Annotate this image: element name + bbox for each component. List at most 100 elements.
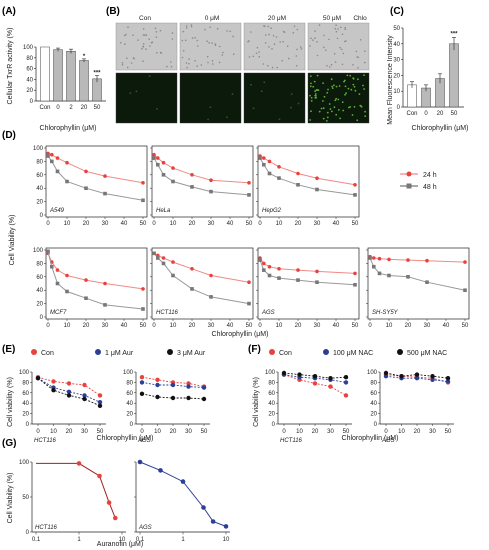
data-point: [170, 382, 176, 388]
data-point-48h: [387, 273, 391, 278]
x-tick-label: 0: [384, 429, 388, 435]
cell-speck: [155, 36, 158, 38]
panel-e-legend: Con 1 μM Aur 3 μM Aur: [31, 349, 206, 357]
panel-label-f: (F): [248, 344, 261, 355]
cell-speck: [190, 25, 193, 28]
x-tick-label: 20: [170, 429, 177, 435]
data-point-24h: [406, 258, 410, 262]
fluorescent-speck: [331, 110, 333, 113]
y-tick-label: 0: [272, 422, 276, 428]
data-point-24h: [152, 152, 156, 157]
subplot-frame: [257, 247, 360, 320]
cell-speck: [345, 40, 347, 42]
fluorescent-speck: [135, 90, 138, 93]
data-point-24h: [267, 265, 272, 269]
cell-line-label: HeLa: [156, 208, 171, 214]
cell-speck: [355, 50, 358, 53]
cell-speck: [155, 31, 158, 33]
x-tick-label: 40: [227, 323, 234, 329]
y-tick-label: 0: [26, 530, 30, 536]
cell-speck: [166, 65, 168, 68]
data-point-48h: [368, 256, 372, 260]
cell-speck: [124, 43, 126, 45]
y-tick-label: 30: [393, 58, 400, 64]
x-tick-label: 0.1: [136, 537, 145, 543]
x-tick-label: 20: [312, 429, 319, 435]
fluorescent-speck: [322, 107, 325, 110]
x-tick-label: 50: [140, 323, 147, 329]
fluorescent-speck: [326, 111, 329, 114]
x-tick-label: 20: [295, 221, 302, 227]
data-point-48h: [103, 303, 107, 307]
cell-speck: [279, 41, 282, 43]
fluorescent-speck: [310, 82, 312, 85]
data-point: [82, 382, 87, 388]
cell-speck: [200, 64, 203, 66]
x-tick-label: 50: [445, 429, 452, 435]
data-point: [155, 394, 160, 400]
x-tick-label: 40: [443, 323, 450, 329]
data-point-48h: [353, 193, 357, 197]
data-point-48h: [46, 154, 50, 158]
y-tick-label: 60: [126, 391, 133, 397]
legend-marker-500uM-nac: [397, 349, 403, 355]
data-point: [180, 479, 186, 484]
data-point: [97, 403, 103, 408]
cell-speck: [357, 56, 360, 59]
cell-speck: [282, 41, 285, 43]
fluorescent-speck: [342, 109, 345, 112]
y-tick-label: 40: [393, 42, 400, 48]
x-tick-label: 1: [77, 537, 81, 543]
data-point-24h: [262, 156, 266, 160]
legend-marker-100uM-nac: [323, 349, 329, 355]
x-tick-label: 10: [296, 429, 303, 435]
brightfield-image: [179, 22, 242, 71]
micrograph-col-label: Con: [139, 15, 151, 22]
cell-speck: [312, 39, 314, 41]
cell-speck: [181, 56, 184, 59]
data-point-48h: [152, 156, 156, 160]
y-tick-label: 0: [374, 422, 378, 428]
data-point: [445, 376, 451, 381]
data-point: [312, 381, 318, 386]
x-tick-label: 50: [451, 111, 458, 117]
panel-f-legend: Con 100 μM NAC 500 μM NAC: [269, 349, 447, 357]
data-point-48h: [141, 198, 145, 203]
fluorescent-speck: [322, 117, 325, 120]
x-tick-label: 0: [258, 323, 262, 329]
cell-line-label: A549: [49, 208, 65, 214]
bar: [66, 51, 76, 102]
data-point: [155, 377, 160, 382]
data-point: [343, 380, 349, 385]
cell-line-label: MCF7: [50, 310, 67, 316]
fluorescent-speck: [297, 102, 300, 105]
cell-line-label: SH-SY5Y: [372, 310, 399, 316]
cell-speck: [333, 53, 336, 55]
y-tick-label: 0: [397, 105, 401, 111]
cell-speck: [191, 37, 194, 39]
data-point-24h: [84, 169, 88, 174]
fluorescent-speck: [313, 80, 316, 83]
data-point-24h: [463, 260, 467, 264]
data-point: [281, 370, 287, 376]
y-tick-label: 60: [268, 391, 275, 397]
data-point-48h: [50, 159, 54, 164]
data-point-48h: [152, 251, 156, 256]
cell-speck: [252, 55, 255, 58]
x-tick-label: 50: [352, 323, 359, 329]
panel-d-xlabel: Chlorophyllin (μM): [212, 331, 269, 338]
x-tick-label: 50: [462, 323, 469, 329]
panel-g-ylabel: Cell Viability (%): [7, 473, 14, 524]
data-point-48h: [425, 280, 429, 284]
x-tick-label: 10: [154, 429, 161, 435]
x-tick-label: 0: [152, 323, 156, 329]
x-tick-label: 50: [352, 221, 359, 227]
cell-speck: [268, 46, 270, 48]
x-tick-label: 0: [46, 323, 50, 329]
x-tick-label: 20: [83, 323, 90, 329]
cell-speck: [248, 56, 251, 58]
x-tick-label: 10: [64, 323, 71, 329]
y-tick-label: 40: [26, 77, 33, 83]
significance-marker: ***: [450, 31, 458, 37]
fluorescent-speck: [290, 106, 292, 109]
